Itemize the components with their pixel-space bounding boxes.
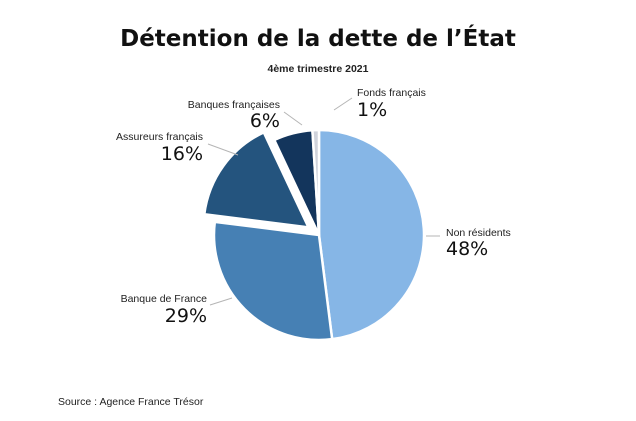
pie-slice-0 [317, 128, 426, 341]
slice-name-label-3: Banques françaises [188, 99, 280, 111]
leader-line-1 [209, 297, 233, 306]
pie-slices [203, 128, 426, 342]
slice-value-label-1: 29% [165, 305, 207, 327]
slice-name-label-2: Assureurs français [116, 131, 203, 143]
slice-value-label-3: 6% [250, 110, 280, 132]
slice-name-label-4: Fonds français [357, 87, 426, 99]
pie-slice-2 [203, 131, 310, 229]
slice-name-label-0: Non résidents [446, 227, 511, 239]
leader-line-3 [283, 111, 303, 126]
pie-slice-1 [212, 220, 334, 342]
slice-value-label-0: 48% [446, 238, 488, 260]
slice-value-label-2: 16% [161, 143, 203, 165]
leader-line-2 [207, 143, 239, 156]
source-note: Source : Agence France Trésor [58, 396, 204, 408]
chart-title: Détention de la dette de l’État [120, 26, 516, 52]
slice-name-label-1: Banque de France [121, 293, 208, 305]
leader-line-4 [333, 97, 353, 111]
slice-value-label-4: 1% [357, 99, 387, 121]
leader-lines [207, 97, 440, 306]
chart-subtitle: 4ème trimestre 2021 [267, 63, 369, 75]
pie-slice-4 [311, 128, 321, 237]
